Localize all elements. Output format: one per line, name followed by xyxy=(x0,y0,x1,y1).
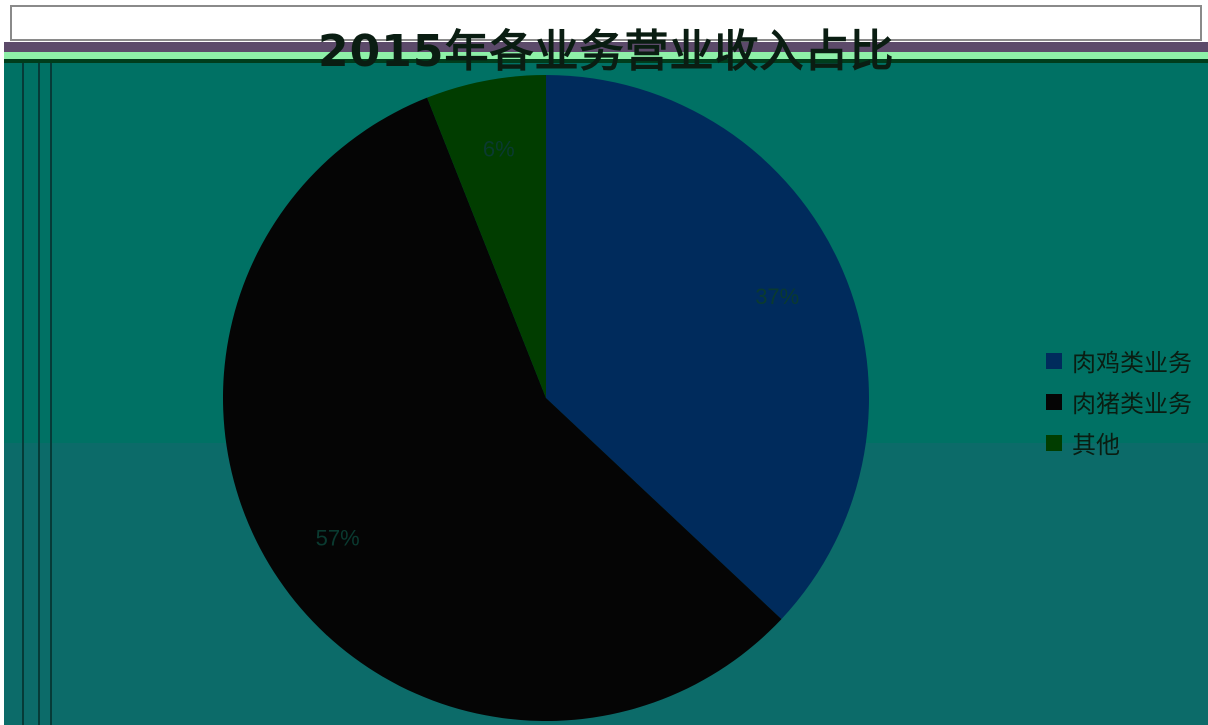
legend-item: 肉猪类业务 xyxy=(1046,381,1206,422)
pie-slice xyxy=(222,97,782,722)
legend-swatch xyxy=(1046,352,1062,369)
chart-title: 2015年各业务营业收入占比 xyxy=(318,26,895,77)
header-highlight-line xyxy=(4,52,1208,59)
plot-border-line xyxy=(50,63,52,725)
legend-swatch xyxy=(1046,393,1062,410)
legend-label: 肉鸡类业务 xyxy=(1072,349,1192,377)
pie-slice xyxy=(546,75,869,620)
data-label: 57% xyxy=(316,525,360,550)
plot-border-line xyxy=(22,63,24,725)
chart-top-frame xyxy=(10,5,1202,41)
chart-legend: 肉鸡类业务 肉猪类业务 其他 xyxy=(1046,340,1206,463)
data-label: 6% xyxy=(483,136,515,161)
header-dark-line xyxy=(4,59,1208,63)
legend-label: 其他 xyxy=(1072,431,1120,459)
legend-item: 其他 xyxy=(1046,422,1206,463)
legend-item: 肉鸡类业务 xyxy=(1046,340,1206,381)
plot-border-line xyxy=(38,63,40,725)
data-label: 37% xyxy=(755,284,799,309)
legend-swatch xyxy=(1046,434,1062,451)
legend-label: 肉猪类业务 xyxy=(1072,390,1192,418)
pie-slice xyxy=(427,75,546,398)
